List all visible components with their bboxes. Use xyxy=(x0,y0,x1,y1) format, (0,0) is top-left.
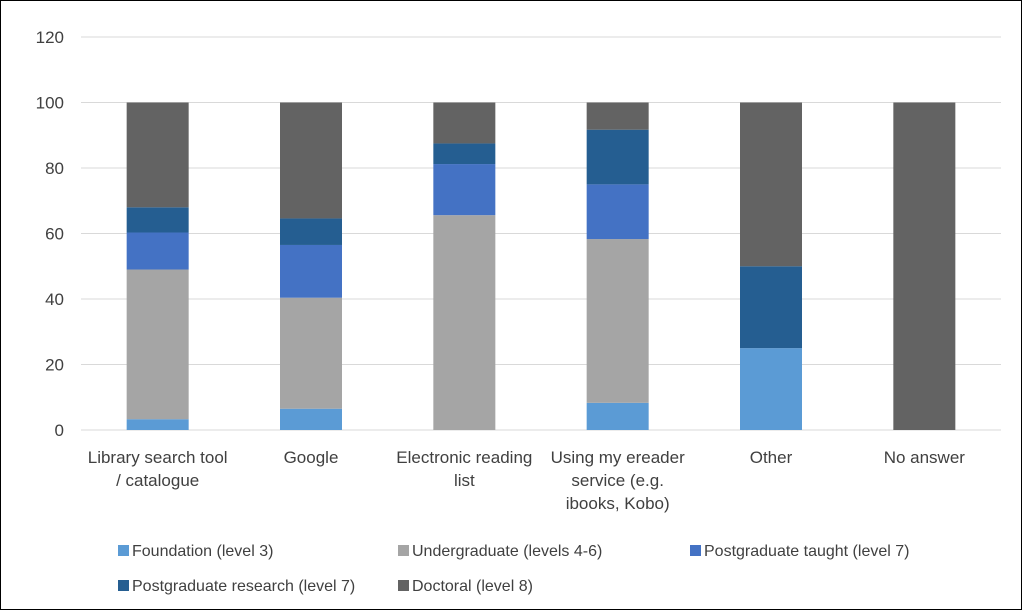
bar-segment-5-cat-1 xyxy=(126,102,189,208)
x-category-label: Other xyxy=(750,448,793,467)
bar-segment-4-cat-1 xyxy=(126,207,189,233)
y-tick-label: 80 xyxy=(45,159,64,178)
y-tick-label: 40 xyxy=(45,290,64,309)
bar-segment-4-cat-5 xyxy=(740,266,802,349)
bar-segment-4-cat-4 xyxy=(586,129,649,185)
legend-swatch-4 xyxy=(118,580,129,591)
bar-segment-2-cat-1 xyxy=(126,269,189,420)
bar-segment-1-cat-1 xyxy=(126,419,189,430)
x-category-label: Library search tool xyxy=(88,448,228,467)
legend-swatch-3 xyxy=(690,545,701,556)
x-category-label: list xyxy=(454,471,475,490)
legend-label-2: Undergraduate (levels 4-6) xyxy=(412,543,602,560)
y-tick-label: 0 xyxy=(55,421,64,440)
bar-segment-2-cat-2 xyxy=(280,297,342,409)
x-axis-labels: Library search tool / catalogue Google Elec… xyxy=(88,448,966,513)
x-category-label: No answer xyxy=(884,448,966,467)
bar-segment-3-cat-3 xyxy=(433,164,496,216)
legend-label-1: Foundation (level 3) xyxy=(132,543,273,560)
legend-label-4: Postgraduate research (level 7) xyxy=(132,578,355,595)
y-tick-label: 60 xyxy=(45,225,64,244)
gridlines xyxy=(81,36,1001,431)
bars xyxy=(126,102,956,430)
y-tick-label: 100 xyxy=(36,94,64,113)
bar-segment-5-cat-3 xyxy=(433,102,496,144)
y-tick-label: 20 xyxy=(45,356,64,375)
y-axis-ticks: 0 20 40 60 80 100 120 xyxy=(36,28,64,440)
legend-swatch-2 xyxy=(398,545,409,556)
bar-segment-2-cat-3 xyxy=(433,215,496,430)
x-category-label: ibooks, Kobo) xyxy=(566,494,670,513)
bar-segment-1-cat-4 xyxy=(586,402,649,430)
bar-segment-4-cat-2 xyxy=(280,218,342,245)
legend: Foundation (level 3) Undergraduate (level… xyxy=(118,543,909,595)
x-category-label: Electronic reading xyxy=(396,448,532,467)
legend-swatch-1 xyxy=(118,545,129,556)
bar-segment-1-cat-2 xyxy=(280,408,342,430)
bar-segment-1-cat-5 xyxy=(740,348,802,430)
x-category-label: Google xyxy=(284,448,339,467)
bar-segment-4-cat-3 xyxy=(433,143,496,165)
bar-segment-2-cat-4 xyxy=(586,239,649,403)
x-category-label: / catalogue xyxy=(116,471,199,490)
bar-segment-5-cat-2 xyxy=(280,102,342,219)
bar-segment-5-cat-6 xyxy=(893,102,956,430)
legend-swatch-5 xyxy=(398,580,409,591)
bar-segment-3-cat-1 xyxy=(126,232,189,270)
bar-segment-5-cat-4 xyxy=(586,102,649,130)
bar-segment-3-cat-4 xyxy=(586,184,649,240)
legend-label-5: Doctoral (level 8) xyxy=(412,578,533,595)
x-category-label: service (e.g. xyxy=(571,471,664,490)
x-category-label: Using my ereader xyxy=(551,448,686,467)
bar-segment-3-cat-2 xyxy=(280,244,342,298)
legend-label-3: Postgraduate taught (level 7) xyxy=(704,543,909,560)
y-tick-label: 120 xyxy=(36,28,64,47)
bar-segment-5-cat-5 xyxy=(740,102,802,267)
